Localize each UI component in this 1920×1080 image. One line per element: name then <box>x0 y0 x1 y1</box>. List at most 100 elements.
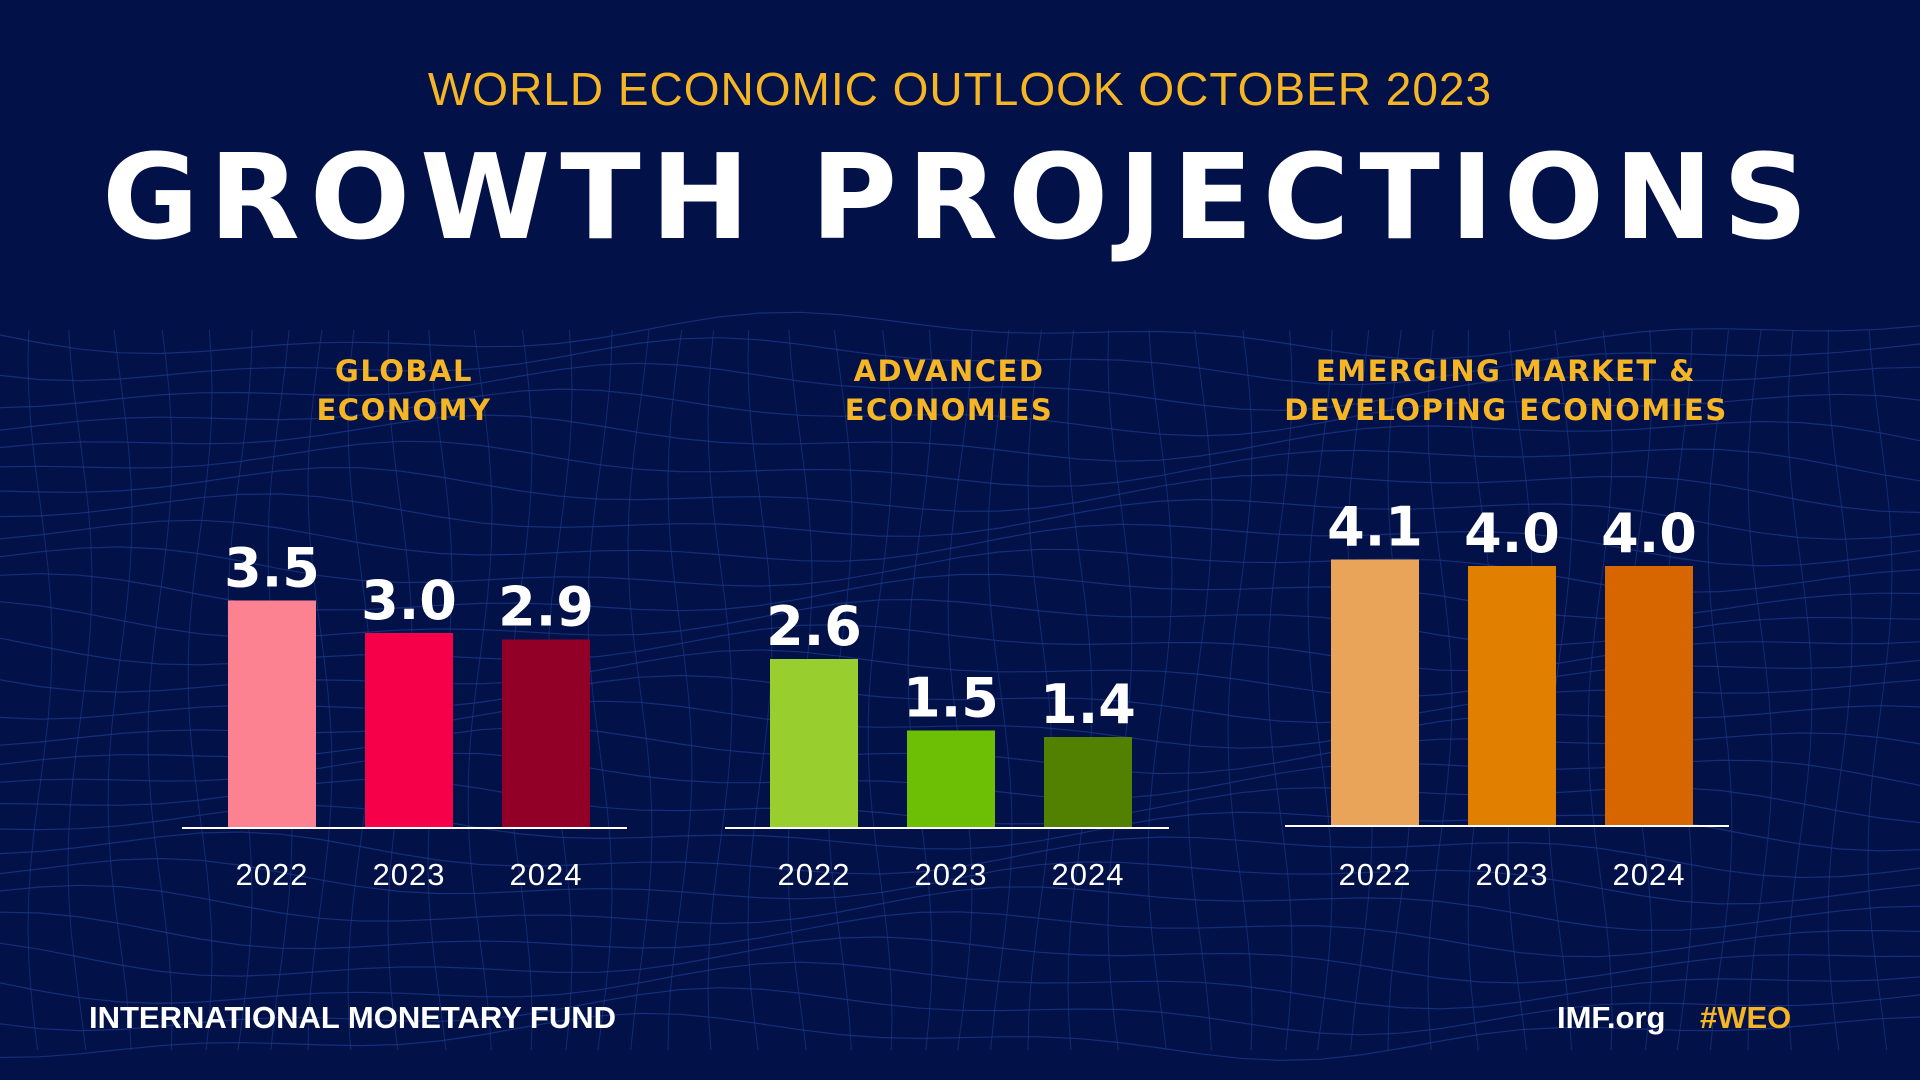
grid-line <box>987 329 1013 1051</box>
grid-line <box>0 857 1920 905</box>
panel-title-line: ADVANCED <box>853 354 1045 388</box>
grid-line <box>0 493 1920 540</box>
grid-line <box>67 329 93 1051</box>
grid-line <box>0 987 1920 1036</box>
grid-line <box>307 329 333 1051</box>
bar-value-label: 1.5 <box>903 667 999 730</box>
grid-line <box>107 329 133 1051</box>
grid-line <box>0 414 1920 462</box>
x-tick-label: 2024 <box>1613 857 1686 892</box>
bar-value-label: 2.9 <box>498 576 594 639</box>
x-tick-label: 2022 <box>236 857 309 892</box>
grid-line <box>0 961 1920 1010</box>
grid-line <box>0 623 1920 672</box>
grid-line <box>1187 329 1213 1051</box>
subtitle: WORLD ECONOMIC OUTLOOK OCTOBER 2023 <box>427 63 1493 115</box>
bar-value-label: 3.5 <box>224 537 320 600</box>
grid-line <box>0 337 1920 386</box>
x-tick-label: 2023 <box>1476 857 1549 892</box>
org-name: INTERNATIONAL MONETARY FUND <box>89 1000 616 1035</box>
grid-line <box>0 884 1920 931</box>
grid-line <box>947 329 973 1051</box>
grid-line <box>1787 329 1813 1051</box>
grid-line <box>27 329 53 1051</box>
grid-line <box>0 831 1920 879</box>
x-tick-label: 2024 <box>1052 857 1125 892</box>
grid-line <box>0 519 1920 567</box>
grid-line <box>1147 329 1173 1051</box>
panel-title-line: EMERGING MARKET & <box>1315 354 1697 388</box>
grid-line <box>0 388 1920 437</box>
x-tick-label: 2022 <box>1339 857 1412 892</box>
grid-line <box>0 362 1920 412</box>
bar <box>1331 559 1419 826</box>
grid-line <box>627 329 653 1051</box>
grid-line <box>0 700 1920 749</box>
x-tick-label: 2022 <box>778 857 851 892</box>
bar <box>502 639 590 828</box>
grid-line <box>1747 329 1773 1051</box>
grid-line <box>0 1012 1920 1062</box>
grid-line <box>1427 329 1453 1051</box>
site-link[interactable]: IMF.org <box>1557 1000 1666 1035</box>
chart-panel: 2.6 2022 1.5 2023 1.4 2024 <box>725 595 1169 892</box>
panel-title-line: GLOBAL <box>335 354 473 388</box>
bar-value-label: 3.0 <box>361 569 457 632</box>
grid-line <box>0 804 1920 852</box>
grid-line <box>0 546 1920 593</box>
grid-line <box>1267 329 1293 1051</box>
grid-line <box>147 329 173 1051</box>
panel-title-advanced: ADVANCED ECONOMIES <box>649 352 1249 430</box>
x-tick-label: 2024 <box>510 857 583 892</box>
bar-value-label: 4.1 <box>1327 496 1423 559</box>
bar <box>365 633 453 828</box>
panel-title-line: ECONOMIES <box>844 393 1054 427</box>
bar-value-label: 4.0 <box>1601 502 1697 565</box>
page-title: GROWTH PROJECTIONS <box>102 128 1818 266</box>
grid-line <box>0 440 1920 487</box>
grid-line <box>0 573 1920 620</box>
bar <box>1605 566 1693 826</box>
grid-line <box>467 329 493 1051</box>
bar-value-label: 2.6 <box>766 595 862 658</box>
grid-line <box>1307 329 1333 1051</box>
panel-title-line: DEVELOPING ECONOMIES <box>1284 393 1728 427</box>
grid-line <box>707 329 733 1051</box>
grid-line <box>1867 329 1893 1051</box>
bar <box>1468 566 1556 826</box>
bar <box>1044 737 1132 828</box>
grid-line <box>187 329 213 1051</box>
grid-line <box>1107 329 1133 1051</box>
grid-line <box>1587 329 1613 1051</box>
grid-line <box>1067 329 1093 1051</box>
grid-line <box>1827 329 1853 1051</box>
panel-title-emerging: EMERGING MARKET & DEVELOPING ECONOMIES <box>1206 352 1806 430</box>
grid-line <box>0 467 1920 514</box>
panel-title-global: GLOBAL ECONOMY <box>104 352 704 430</box>
grid-line <box>0 649 1920 698</box>
bar-value-label: 1.4 <box>1040 673 1136 736</box>
grid-line <box>667 329 693 1051</box>
grid-line <box>1707 329 1733 1051</box>
grid-line <box>1227 329 1253 1051</box>
grid-line <box>0 674 1920 724</box>
grid-line <box>0 598 1920 646</box>
grid-line <box>587 329 613 1051</box>
x-tick-label: 2023 <box>915 857 988 892</box>
chart-panel: 3.5 2022 3.0 2023 2.9 2024 <box>182 537 627 892</box>
x-tick-label: 2023 <box>373 857 446 892</box>
grid-line <box>0 911 1920 958</box>
panel-title-line: ECONOMY <box>316 393 492 427</box>
bar <box>228 600 316 828</box>
grid-line <box>867 329 893 1051</box>
bar-value-label: 4.0 <box>1464 502 1560 565</box>
grid-line <box>907 329 933 1051</box>
grid-line <box>0 936 1920 984</box>
hashtag: #WEO <box>1700 1000 1792 1035</box>
bar <box>770 659 858 828</box>
grid-line <box>1027 329 1053 1051</box>
chart-panel: 4.1 2022 4.0 2023 4.0 2024 <box>1285 496 1729 892</box>
bar <box>907 730 995 828</box>
